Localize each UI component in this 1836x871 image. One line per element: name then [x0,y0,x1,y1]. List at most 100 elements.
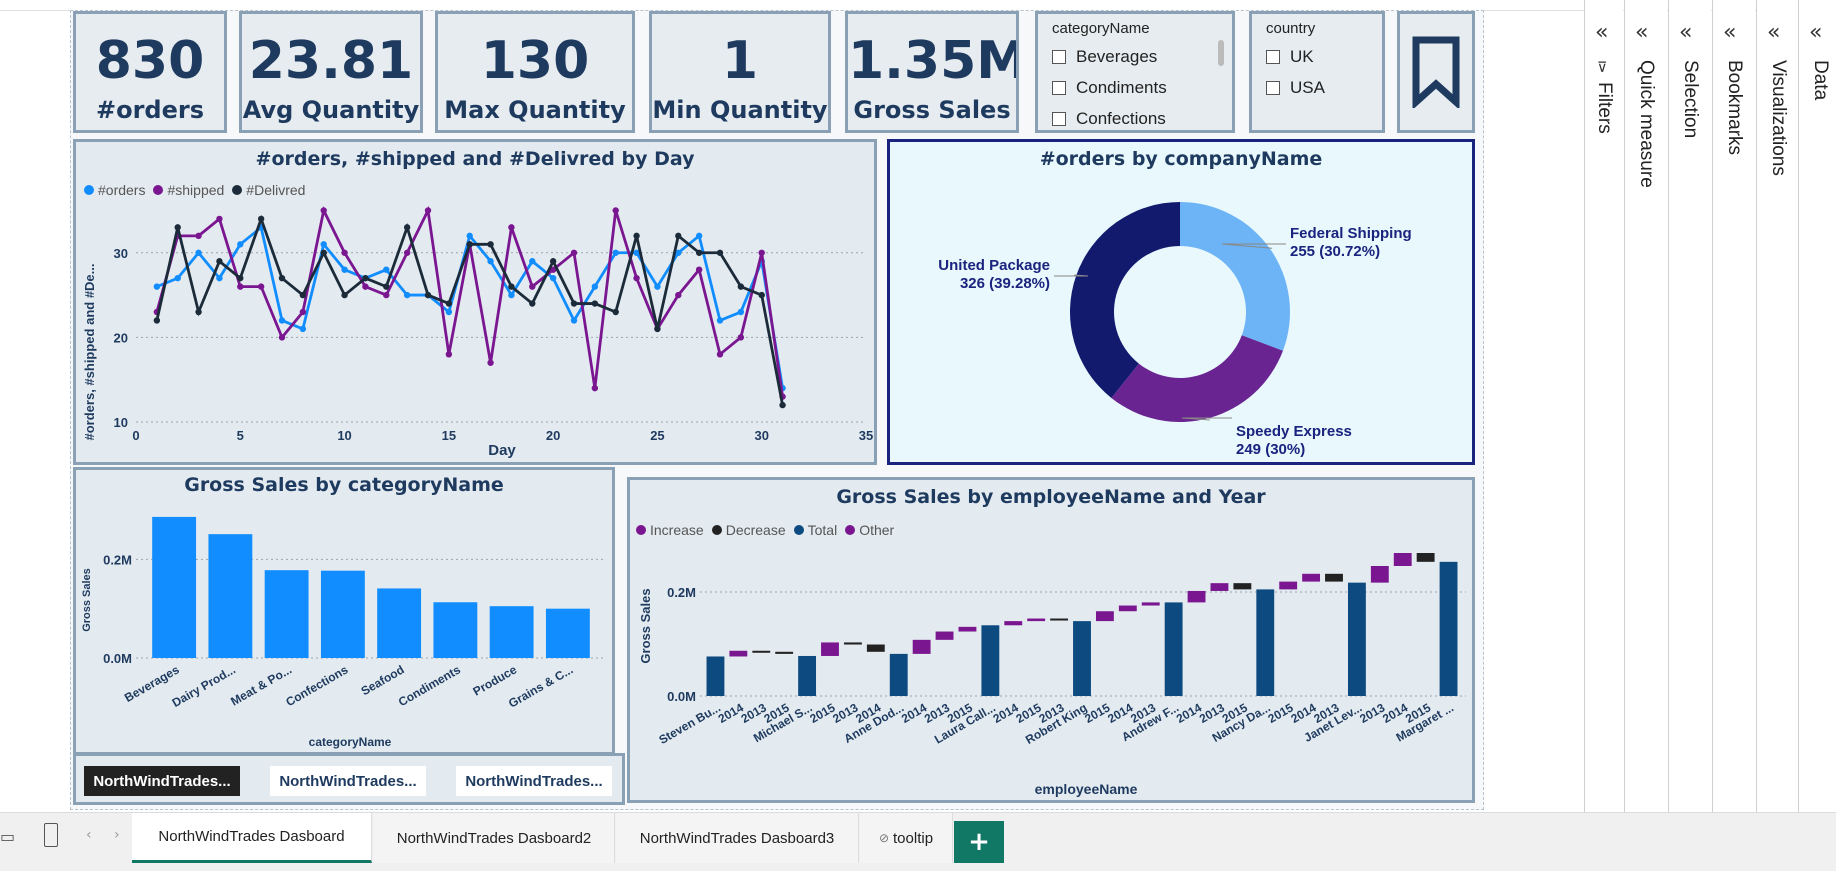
data-point [237,283,244,290]
nav-button-dashboard1[interactable]: NorthWindTrades... [84,766,240,796]
pane-label: Visualizations [1768,60,1789,176]
waterfall-bar [1004,621,1023,626]
category-slicer[interactable]: categoryName Beverages Condiments Confec… [1035,11,1235,133]
expand-chevron-icon[interactable]: « [1723,20,1737,45]
checkbox[interactable] [1052,80,1066,95]
slicer-item-confections[interactable]: Confections [1052,103,1218,130]
waterfall-bar [1302,573,1321,582]
pane-quick-measure[interactable]: « Quick measure [1624,0,1667,818]
expand-chevron-icon[interactable]: « [1595,20,1609,45]
checkbox[interactable] [1266,80,1280,95]
bar [320,570,365,658]
next-page-icon[interactable]: › [114,827,120,843]
checkbox[interactable] [1266,49,1280,64]
legend-item-orders[interactable]: #orders [84,182,145,198]
legend-item-total[interactable]: Total [793,522,838,538]
legend-label: Other [859,522,895,538]
leader-line [1221,243,1286,249]
legend-item-delivred[interactable]: #Delivred [232,182,305,198]
tab-tooltip[interactable]: ⊘ tooltip [860,813,953,863]
expand-chevron-icon[interactable]: « [1767,20,1781,45]
nav-button-dashboard2[interactable]: NorthWindTrades... [270,766,426,796]
bar [489,606,534,658]
legend-item-other[interactable]: Other [845,522,894,538]
expand-chevron-icon[interactable]: « [1809,20,1823,45]
donut-chart-panel[interactable]: #orders by companyName Federal Shipping 2… [887,139,1475,465]
data-point [195,232,202,240]
bookmark-button[interactable] [1397,11,1475,133]
bar-chart-svg: Gross Sales categoryName 0.0M0.2MBeverag… [81,516,606,749]
bar-chart-panel[interactable]: Gross Sales by categoryName Gross Sales … [73,467,615,755]
legend-label: #Delivred [246,182,306,198]
add-page-button[interactable]: + [954,821,1004,863]
y-tick-label: 30 [114,246,128,261]
data-point [466,232,473,240]
data-point [278,334,286,341]
tab-dashboard3[interactable]: NorthWindTrades Dasboard3 [616,813,859,863]
expand-chevron-icon[interactable]: « [1679,20,1693,45]
country-slicer[interactable]: country UK USA [1249,11,1385,133]
slicer-item-label: Condiments [1076,77,1167,97]
data-point [716,317,724,324]
data-point [570,317,578,324]
pane-bookmarks[interactable]: « Bookmarks [1712,0,1755,818]
legend-item-decrease[interactable]: Decrease [711,522,786,538]
data-point [487,258,494,265]
slicer-item-condiments[interactable]: Condiments [1052,72,1218,103]
waterfall-bar [775,651,794,654]
slicer-item-uk[interactable]: UK [1266,41,1368,72]
kpi-card-max-quantity[interactable]: 130 Max Quantity [435,11,635,133]
y-tick-label: 10 [114,415,128,430]
y-axis-label: Gross Sales [638,588,653,663]
waterfall-bar [1416,553,1435,562]
tab-dashboard2[interactable]: NorthWindTrades Dasboard2 [374,813,615,863]
x-tick-label: 30 [754,428,768,443]
slicer-item-usa[interactable]: USA [1266,72,1368,103]
kpi-card-avg-quantity[interactable]: 23.81 Avg Quantity [239,11,423,133]
waterfall-bar [958,626,977,632]
kpi-value: 130 [480,31,590,91]
y-tick-label: 0.2M [103,552,132,567]
nav-button-dashboard3[interactable]: NorthWindTrades... [456,766,612,796]
data-point [591,300,599,307]
slicer-item-beverages[interactable]: Beverages [1052,41,1218,72]
data-point [716,249,724,256]
tab-dashboard1[interactable]: NorthWindTrades Dasboard [132,813,372,863]
pane-filters[interactable]: « ⊽ Filters [1584,0,1623,818]
pane-data[interactable]: « Data [1798,0,1836,818]
data-point [153,283,161,290]
prev-page-icon[interactable]: ‹ [86,827,92,843]
bar [377,588,422,658]
data-point [737,308,745,316]
legend-item-increase[interactable]: Increase [636,522,704,538]
mobile-view-icon[interactable] [44,823,58,847]
chart-legend: #orders #shipped #Delivred [84,182,305,198]
waterfall-chart-panel[interactable]: Gross Sales by employeeName and Year Inc… [627,477,1475,803]
legend-dot [636,525,646,535]
kpi-label: Gross Sales [853,96,1011,124]
slice-value-label: 249 (30%) [1236,441,1305,458]
expand-chevron-icon[interactable]: « [1635,20,1649,45]
slicer-item-label: UK [1290,46,1314,66]
kpi-card-orders[interactable]: 830 #orders [73,11,227,133]
checkbox[interactable] [1052,111,1066,126]
desktop-view-icon[interactable]: ▭ [0,827,16,846]
x-tick-label: Produce [471,662,520,698]
slicer-scrollbar[interactable] [1218,40,1224,66]
donut-slice [1070,202,1180,398]
checkbox[interactable] [1052,49,1066,64]
pane-label: Selection [1680,60,1701,139]
pane-visualizations[interactable]: « Visualizations [1756,0,1799,818]
data-point [549,266,557,273]
data-point [383,266,390,273]
waterfall-bar [752,650,771,653]
pane-selection[interactable]: « Selection [1668,0,1711,818]
kpi-card-gross-sales[interactable]: 1.35M Gross Sales [845,11,1019,133]
legend-label: Total [807,522,838,538]
slicer-item-label: USA [1290,77,1325,97]
waterfall-bar [1210,583,1229,591]
data-point [153,317,161,324]
line-chart-panel[interactable]: #orders, #shipped and #Delivred by Day #… [73,139,877,465]
kpi-card-min-quantity[interactable]: 1 Min Quantity [649,11,831,133]
legend-item-shipped[interactable]: #shipped [153,182,224,198]
